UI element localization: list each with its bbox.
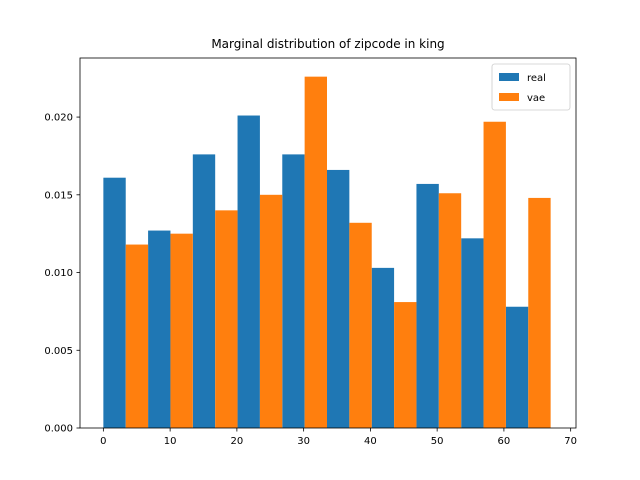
- y-tick-label-1: 0.005: [44, 346, 73, 357]
- bar-vae-1: [170, 233, 193, 428]
- chart-title: Marginal distribution of zipcode in king: [211, 37, 444, 51]
- legend-swatch-real: [499, 73, 519, 81]
- legend-label-real: real: [527, 73, 546, 84]
- x-tick-label-20: 20: [231, 436, 244, 447]
- y-tick-label-3: 0.015: [44, 190, 73, 201]
- axes-group: 0 10 20 30 40 50 60 70 0.000 0.005 0.010 0.015 0.020: [44, 57, 577, 447]
- bar-real-6: [371, 267, 395, 428]
- bar-real-5: [326, 169, 350, 428]
- bar-real-8: [461, 238, 484, 428]
- x-tick-label-30: 30: [297, 436, 310, 447]
- legend-swatch-vae: [499, 93, 519, 101]
- bars-group: [103, 76, 551, 429]
- bar-vae-3: [259, 194, 283, 428]
- y-tick-label-0: 0.000: [44, 424, 73, 435]
- bar-vae-9: [528, 197, 551, 428]
- bar-real-7: [416, 183, 439, 428]
- legend: real vae: [491, 63, 571, 111]
- bar-real-2: [192, 154, 216, 429]
- legend-label-vae: vae: [527, 93, 545, 104]
- bar-vae-4: [304, 76, 327, 429]
- bar-real-4: [282, 154, 305, 429]
- bar-vae-7: [438, 193, 462, 428]
- bar-vae-0: [125, 244, 149, 428]
- bar-real-9: [505, 306, 529, 428]
- plot-frame: [79, 57, 577, 429]
- bar-real-1: [148, 230, 171, 428]
- bar-vae-6: [394, 302, 417, 428]
- bar-real-3: [237, 115, 260, 429]
- x-tick-label-40: 40: [364, 436, 377, 447]
- x-tick-label-0: 0: [100, 436, 106, 447]
- y-tick-label-4: 0.020: [44, 113, 73, 124]
- x-tick-label-50: 50: [431, 436, 444, 447]
- x-tick-label-60: 60: [498, 436, 511, 447]
- bar-real-0: [103, 177, 126, 428]
- x-tick-label-70: 70: [564, 436, 577, 447]
- y-tick-label-2: 0.010: [44, 268, 73, 279]
- bar-vae-2: [215, 210, 238, 428]
- x-tick-label-10: 10: [164, 436, 177, 447]
- bar-vae-5: [349, 222, 372, 428]
- bar-vae-8: [483, 121, 506, 428]
